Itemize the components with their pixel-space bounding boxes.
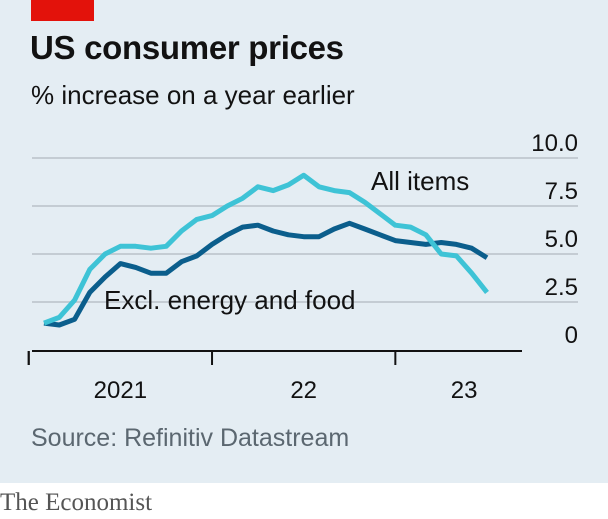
brand-accent-bar — [31, 0, 94, 21]
y-axis-ticks: 0 2.5 5.0 7.5 10.0 — [531, 130, 578, 349]
series-annotations: All items Excl. energy and food — [104, 166, 469, 315]
y-tick-label: 0 — [565, 322, 578, 349]
x-tick-label: 23 — [451, 377, 478, 404]
all-items-line — [43, 172, 489, 326]
x-tick-label: 22 — [290, 377, 317, 404]
chart-subtitle: % increase on a year earlier — [31, 80, 355, 110]
series-lines — [43, 172, 489, 328]
source-note: Source: Refinitiv Datastream — [31, 424, 350, 452]
gridlines — [32, 157, 578, 303]
y-tick-label: 10.0 — [531, 130, 578, 157]
chart-panel — [0, 0, 608, 483]
core-line — [43, 220, 489, 328]
y-tick-label: 7.5 — [545, 178, 578, 205]
all-items-label: All items — [371, 166, 469, 196]
chart-title: US consumer prices — [30, 29, 344, 66]
x-tick-label: 2021 — [94, 377, 147, 404]
y-tick-label: 2.5 — [545, 274, 578, 301]
publisher-logo: The Economist — [0, 489, 153, 516]
y-tick-label: 5.0 — [545, 226, 578, 253]
x-axis: 2021 22 23 — [27, 350, 522, 404]
core-label: Excl. energy and food — [104, 285, 356, 315]
